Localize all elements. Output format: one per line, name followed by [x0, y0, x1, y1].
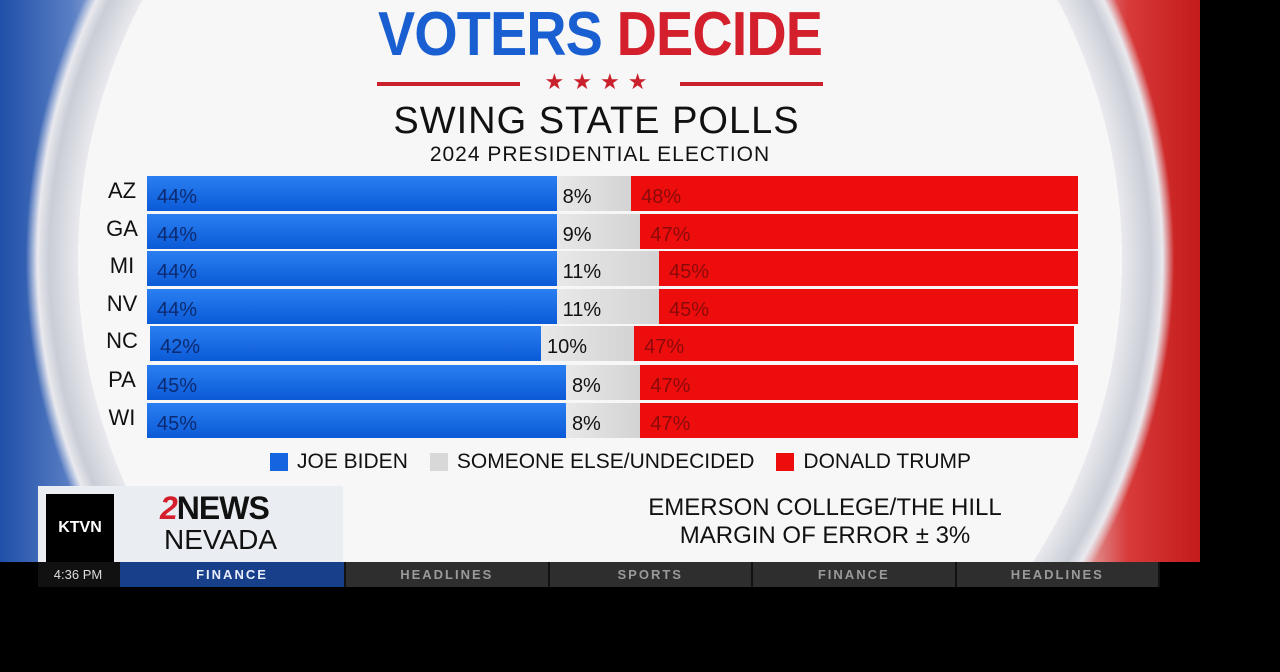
trump-bar: 47%	[640, 365, 1078, 400]
state-label: MI	[109, 253, 135, 278]
bar-row-nv: NV 44% 11% 45%	[100, 289, 1100, 324]
news-ticker: 4:36 PM FINANCE HEADLINES SPORTS FINANCE HEA…	[38, 562, 1160, 587]
trump-bar: 48%	[631, 176, 1078, 211]
undecided-bar: 11%	[556, 251, 660, 286]
undecided-bar: 8%	[565, 365, 641, 400]
undecided-bar: 8%	[556, 176, 632, 211]
ticker-item-headlines: HEADLINES	[346, 562, 550, 587]
ticker-item-headlines: HEADLINES	[956, 562, 1160, 587]
bar-row-wi: WI 45% 8% 47%	[100, 403, 1100, 438]
state-label: WI	[108, 405, 136, 430]
trump-bar: 47%	[640, 403, 1078, 438]
legend-label: JOE BIDEN	[297, 450, 408, 473]
bar-row-az: AZ 44% 8% 48%	[100, 176, 1100, 211]
biden-bar: 42%	[150, 326, 542, 361]
biden-bar: 44%	[147, 214, 557, 249]
trump-bar: 47%	[640, 214, 1078, 249]
biden-bar: 45%	[147, 365, 566, 400]
undecided-bar: 8%	[565, 403, 641, 438]
trump-bar: 47%	[634, 326, 1074, 361]
legend-item: JOE BIDEN	[270, 450, 408, 474]
biden-bar: 45%	[147, 403, 566, 438]
graphic-stage: VOTERS DECIDE ★★★★ SWING STATE POLLS 202…	[0, 0, 1200, 562]
trump-bar: 45%	[659, 251, 1078, 286]
legend-item: DONALD TRUMP	[776, 450, 971, 474]
biden-bar: 44%	[147, 176, 557, 211]
ktvn-logo: KTVN	[46, 494, 114, 562]
poll-source: EMERSON COLLEGE/THE HILL MARGIN OF ERROR …	[648, 494, 1002, 549]
station-logo: KTVN 2NEWS NEVADA	[38, 486, 343, 562]
state-label: GA	[106, 216, 138, 241]
state-label: PA	[108, 367, 136, 392]
legend-swatch	[429, 453, 448, 471]
bar-row-nc: NC 42% 10% 47%	[100, 326, 1100, 361]
ticker-item-sports: SPORTS	[549, 562, 753, 587]
state-label: NC	[106, 328, 138, 353]
legend-item: SOMEONE ELSE/UNDECIDED	[429, 450, 755, 474]
legend-label: DONALD TRUMP	[803, 450, 972, 473]
chart-title: SWING STATE POLLS	[393, 100, 800, 142]
legend-swatch	[776, 453, 795, 471]
trump-bar: 45%	[659, 289, 1078, 324]
state-label: AZ	[107, 178, 137, 203]
bar-row-pa: PA 45% 8% 47%	[100, 365, 1100, 400]
undecided-bar: 10%	[541, 326, 635, 361]
chart-subtitle: 2024 PRESIDENTIAL ELECTION	[429, 143, 771, 166]
chart-legend: JOE BIDEN SOMEONE ELSE/UNDECIDED DONALD TR…	[270, 450, 971, 474]
news-logo: 2NEWS	[160, 490, 270, 526]
biden-bar: 44%	[147, 289, 557, 324]
bar-row-mi: MI 44% 11% 45%	[100, 251, 1100, 286]
ticker-time: 4:36 PM	[38, 562, 120, 587]
state-label: NV	[106, 291, 138, 316]
biden-bar: 44%	[147, 251, 557, 286]
bar-row-ga: GA 44% 9% 47%	[100, 214, 1100, 249]
ticker-item-finance: FINANCE	[753, 562, 957, 587]
stars-decoration: ★★★★	[520, 70, 680, 95]
page-title: VOTERS DECIDE	[377, 0, 823, 69]
region-label: NEVADA	[164, 524, 278, 555]
ticker-item-finance: FINANCE	[120, 562, 346, 587]
undecided-bar: 11%	[556, 289, 660, 324]
undecided-bar: 9%	[556, 214, 641, 249]
legend-swatch	[270, 453, 288, 471]
legend-label: SOMEONE ELSE/UNDECIDED	[456, 450, 755, 473]
